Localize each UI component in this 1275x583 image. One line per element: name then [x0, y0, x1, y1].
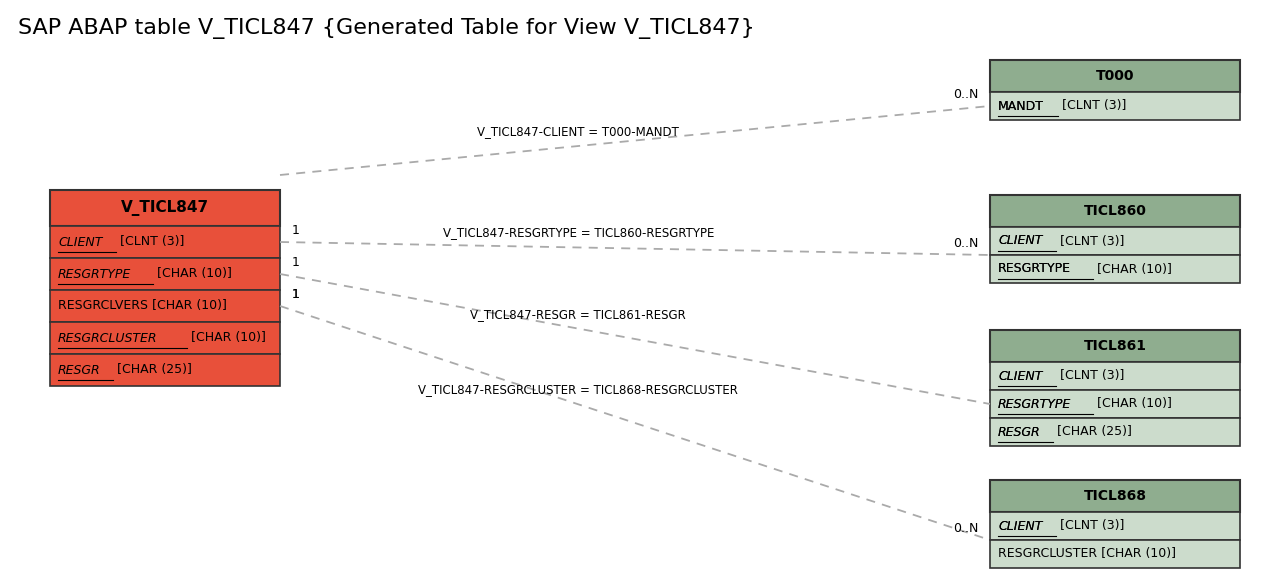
Text: RESGRTYPE: RESGRTYPE: [57, 268, 131, 280]
Text: 0..N: 0..N: [952, 522, 978, 535]
Text: [CHAR (25)]: [CHAR (25)]: [113, 363, 193, 377]
Bar: [50, 354, 280, 386]
Text: CLIENT: CLIENT: [998, 234, 1043, 248]
Text: [CHAR (10)]: [CHAR (10)]: [153, 268, 232, 280]
Text: [CHAR (10)]: [CHAR (10)]: [187, 332, 266, 345]
Text: RESGR: RESGR: [998, 426, 1040, 438]
Text: CLIENT: CLIENT: [998, 519, 1043, 532]
Text: RESGRCLUSTER: RESGRCLUSTER: [57, 332, 158, 345]
Text: CLIENT: CLIENT: [57, 236, 102, 248]
Text: V_TICL847-RESGR = TICL861-RESGR: V_TICL847-RESGR = TICL861-RESGR: [470, 308, 686, 321]
Text: RESGR: RESGR: [57, 363, 101, 377]
Bar: [50, 226, 280, 258]
Text: [CLNT (3)]: [CLNT (3)]: [116, 236, 184, 248]
Text: CLIENT: CLIENT: [998, 234, 1043, 248]
Text: [CHAR (10)]: [CHAR (10)]: [1093, 398, 1172, 410]
Bar: [989, 92, 1241, 120]
Text: [CHAR (25)]: [CHAR (25)]: [1053, 426, 1132, 438]
Bar: [50, 290, 280, 322]
Text: V_TICL847-RESGRTYPE = TICL860-RESGRTYPE: V_TICL847-RESGRTYPE = TICL860-RESGRTYPE: [442, 226, 714, 240]
Text: TICL861: TICL861: [1084, 339, 1146, 353]
Text: 1: 1: [292, 256, 300, 269]
Bar: [989, 330, 1241, 362]
Bar: [989, 255, 1241, 283]
Text: [CHAR (10)]: [CHAR (10)]: [1093, 262, 1172, 276]
Text: [CLNT (3)]: [CLNT (3)]: [1056, 370, 1125, 382]
Bar: [50, 190, 280, 226]
Bar: [989, 540, 1241, 568]
Bar: [989, 362, 1241, 390]
Bar: [989, 390, 1241, 418]
Text: RESGRTYPE: RESGRTYPE: [998, 262, 1071, 276]
Bar: [989, 60, 1241, 92]
Text: 1: 1: [292, 288, 300, 301]
Text: 0..N: 0..N: [952, 88, 978, 101]
Bar: [989, 227, 1241, 255]
Text: MANDT: MANDT: [998, 100, 1044, 113]
Text: 1: 1: [292, 224, 300, 237]
Bar: [989, 195, 1241, 227]
Text: V_TICL847: V_TICL847: [121, 200, 209, 216]
Text: [CLNT (3)]: [CLNT (3)]: [1056, 519, 1125, 532]
Bar: [989, 512, 1241, 540]
Bar: [989, 418, 1241, 446]
Bar: [989, 480, 1241, 512]
Text: RESGRTYPE: RESGRTYPE: [998, 262, 1071, 276]
Text: RESGRCLUSTER [CHAR (10)]: RESGRCLUSTER [CHAR (10)]: [998, 547, 1176, 560]
Text: 1: 1: [292, 288, 300, 301]
Text: RESGR: RESGR: [998, 426, 1040, 438]
Text: TICL860: TICL860: [1084, 204, 1146, 218]
Text: RESGRCLVERS [CHAR (10)]: RESGRCLVERS [CHAR (10)]: [57, 300, 227, 312]
Bar: [50, 258, 280, 290]
Text: CLIENT: CLIENT: [998, 370, 1043, 382]
Text: RESGRTYPE: RESGRTYPE: [998, 398, 1071, 410]
Text: RESGRTYPE: RESGRTYPE: [998, 398, 1071, 410]
Text: CLIENT: CLIENT: [998, 519, 1043, 532]
Text: 0..N: 0..N: [952, 237, 978, 250]
Text: [CLNT (3)]: [CLNT (3)]: [1056, 234, 1125, 248]
Text: V_TICL847-RESGRCLUSTER = TICL868-RESGRCLUSTER: V_TICL847-RESGRCLUSTER = TICL868-RESGRCL…: [418, 383, 738, 396]
Text: T000: T000: [1095, 69, 1135, 83]
Text: V_TICL847-CLIENT = T000-MANDT: V_TICL847-CLIENT = T000-MANDT: [477, 125, 680, 138]
Bar: [50, 322, 280, 354]
Text: TICL868: TICL868: [1084, 489, 1146, 503]
Text: SAP ABAP table V_TICL847 {Generated Table for View V_TICL847}: SAP ABAP table V_TICL847 {Generated Tabl…: [18, 18, 755, 39]
Text: CLIENT: CLIENT: [998, 370, 1043, 382]
Text: MANDT: MANDT: [998, 100, 1044, 113]
Text: [CLNT (3)]: [CLNT (3)]: [1058, 100, 1126, 113]
